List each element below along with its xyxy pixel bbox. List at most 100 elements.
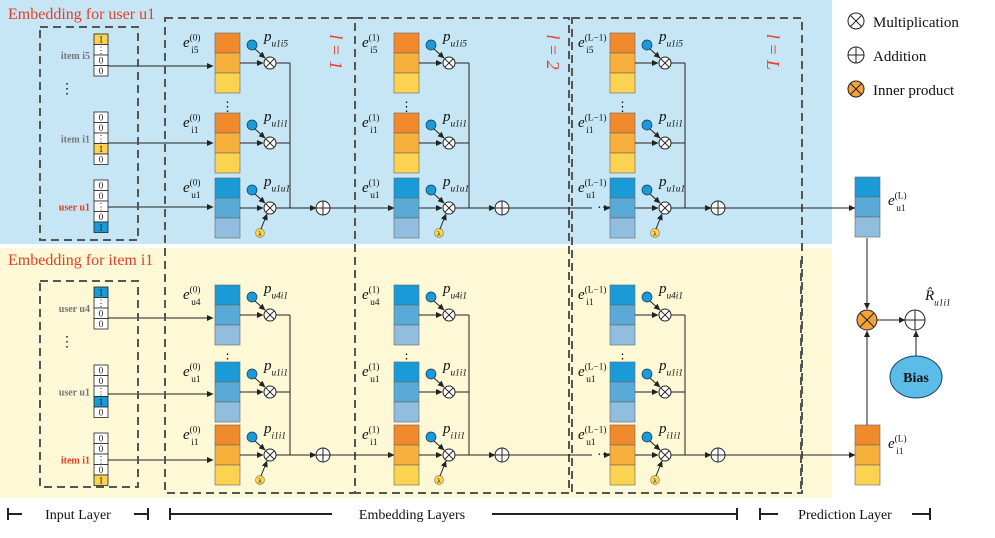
user-weight-label: pu1i5 [263,29,288,49]
user-lambda-arrow [439,213,447,230]
item-sum-node [494,447,510,463]
item-mult-node-x2 [660,387,670,397]
user-embedding-stack-cell [609,52,636,74]
item-weight-label: pu4i1 [263,281,288,301]
item-embedding-stack-cell [393,304,420,326]
item-embedding-stack-cell [214,361,241,383]
item-input-label: user u1 [59,387,90,398]
user-weight-arrow [254,128,266,139]
item-input-vector-bit-value: 0 [99,319,104,329]
layer-index-label: l = L [763,34,783,70]
item-embedding-stack-cell [609,401,636,423]
inner-product-node [856,309,878,331]
user-input-vector-bit-value: 0 [99,212,104,222]
item-sum-node [710,447,726,463]
legend-inner-product-icon-x2 [850,83,862,95]
item-weight-arrow [254,440,266,451]
user-embedding-label: e(L−1) i1 [578,112,606,136]
item-weight-arrow [649,300,661,311]
user-embedding-stack-cell [393,197,420,219]
item-final-label: e(L) i1 [888,433,907,457]
item-lambda-node [650,475,660,485]
user-embedding-stack-cell [393,217,420,239]
user-weight-node [425,39,437,51]
item-weight-node [425,291,437,303]
user-mult-node-x2 [444,58,454,68]
user-weight-label: pu1i5 [442,29,467,49]
user-embedding-label: e(0) u1 [183,177,201,201]
item-lambda-arrow [260,460,268,477]
item-embedding-stack-cell [393,361,420,383]
user-input-vector-bit-value: ⋮ [97,202,106,212]
user-input-vector-bit-value: 0 [99,155,104,165]
user-input-vector-bit-value: 0 [99,56,104,66]
item-input-vector-bit-value: 0 [99,309,104,319]
user-weight-node [246,119,258,131]
user-lambda-label: λ [437,230,441,238]
item-input-vector-bit-value: 0 [99,408,104,418]
item-lambda-label: λ [258,477,262,485]
item-input-vector-bit-value: ⋮ [97,298,106,308]
user-embedding-stack-cell [609,32,636,54]
item-input-label: item i1 [61,455,90,466]
user-embedding-stack-cell [609,152,636,174]
user-weight-label: pu1i1 [263,109,288,129]
user-lambda-label: λ [653,230,657,238]
user-embedding-stack-cell [393,132,420,154]
user-input-vector-bit-value: 0 [99,66,104,76]
user-final-embedding-cell [854,196,881,218]
user-input-vector-bit-value: ⋮ [97,45,106,55]
item-embedding-stack-cell [609,324,636,346]
user-embedding-stack-cell [214,152,241,174]
item-input-label: user u4 [59,304,90,315]
legend-addition-icon [847,46,865,64]
item-weight-label: pi1i1 [263,421,286,441]
legend-inner-product-icon [847,80,865,98]
item-embedding-stack-cell [214,304,241,326]
item-weight-label: pu1i1 [263,358,288,378]
prediction-layer-label: Prediction Layer [798,508,892,523]
user-input-vector-bit [93,153,109,165]
user-mult-node-x2 [444,203,454,213]
item-final-embedding-cell [854,424,881,446]
user-mult-node-x2 [660,138,670,148]
input-layer-label: Input Layer [45,508,111,523]
item-embedding-stack-cell [609,464,636,486]
layer-index-label: l = 2 [543,34,563,69]
legend-inner-product-label: Inner product [873,83,955,99]
user-embedding-stack-cell [214,177,241,199]
item-input-vector-bit [93,318,109,330]
item-weight-arrow [433,300,445,311]
item-weight-node [641,368,653,380]
user-weight-arrow [433,48,445,59]
item-mult-node [263,385,277,399]
user-embedding-label: e(1) u1 [362,177,380,201]
item-final-embedding-cell [854,444,881,466]
user-embedding-stack-cell [393,32,420,54]
item-embedding-stack-cell [393,284,420,306]
item-mult-node [658,448,672,462]
user-mult-node-x2 [265,58,275,68]
user-mult-node [442,56,456,70]
item-mult-node-x2 [444,310,454,320]
item-weight-node [246,291,258,303]
user-panel-title: Embedding for user u1 [8,6,155,23]
user-mult-node-x2 [660,58,670,68]
user-weight-node [246,184,258,196]
item-embedding-stack-cell [393,324,420,346]
user-mult-node [658,56,672,70]
item-embedding-label: e(0) u4 [183,284,201,308]
user-embedding-stack-cell [393,112,420,134]
user-mult-node [658,201,672,215]
item-weight-node [425,431,437,443]
user-lambda-node [255,228,265,238]
item-embedding-stack-cell [214,381,241,403]
item-weight-arrow [649,440,661,451]
item-input-vector-bit-value: 0 [99,465,104,475]
legend-multiplication-icon [847,12,865,30]
item-embedding-label: e(1) u4 [362,284,380,308]
item-embedding-stack-cell [393,381,420,403]
item-embedding-stack-cell [214,324,241,346]
user-embedding-stack-cell [609,177,636,199]
